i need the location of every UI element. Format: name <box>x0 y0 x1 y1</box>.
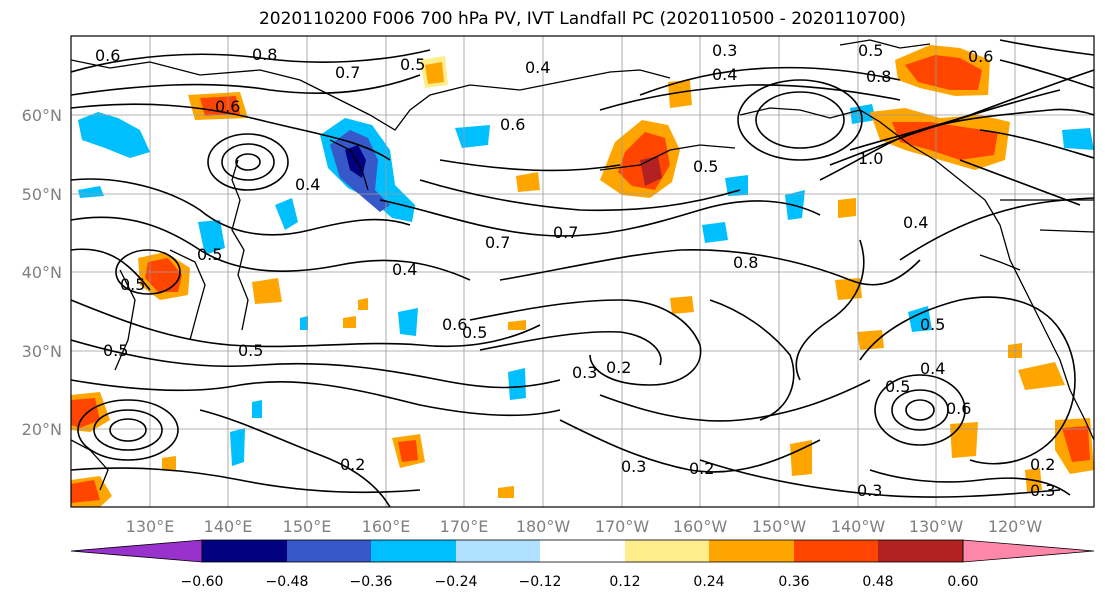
contour-label: 0.4 <box>712 65 737 84</box>
map-title: 2020110200 F006 700 hPa PV, IVT Landfall… <box>258 9 906 29</box>
contour-label: 0.3 <box>857 481 882 500</box>
contour-label: 0.5 <box>197 245 222 264</box>
contour-label: 0.2 <box>606 358 631 377</box>
colorbar-segment <box>540 540 625 562</box>
contour-label: 0.5 <box>885 377 910 396</box>
latitude-ticks: 60°N 50°N 40°N 30°N 20°N <box>22 106 62 439</box>
colorbar-segment <box>794 540 878 562</box>
contour-label: 0.5 <box>462 323 487 342</box>
contour-label: 0.4 <box>525 58 550 77</box>
colorbar-label: 0.24 <box>693 574 724 590</box>
lon-tick-label: 120°W <box>988 517 1043 536</box>
contour-label: 0.6 <box>946 399 971 418</box>
colorbar-frame <box>201 539 964 563</box>
negative-anomaly-shading <box>78 104 1094 466</box>
colorbar-segment <box>287 540 371 562</box>
contour-label: 0.4 <box>920 359 945 378</box>
lat-tick-label: 60°N <box>22 106 62 125</box>
colorbar-label: 0.12 <box>609 574 640 590</box>
colorbar-extend-low <box>70 539 203 563</box>
contour-label: 0.4 <box>903 213 928 232</box>
lon-tick-label: 160°E <box>362 517 411 536</box>
contour-label: 0.6 <box>968 47 993 66</box>
colorbar-label: −0.12 <box>519 574 562 590</box>
contour-label: 0.3 <box>572 363 597 382</box>
contour-label: 0.3 <box>1030 481 1055 500</box>
coastlines <box>71 39 1094 491</box>
colorbar-label: −0.60 <box>181 574 224 590</box>
colorbar-segment <box>202 540 287 562</box>
contour-label: 0.6 <box>215 97 240 116</box>
contour-label: 0.5 <box>238 341 263 360</box>
colorbar-segment <box>456 540 540 562</box>
lat-tick-label: 30°N <box>22 342 62 361</box>
contour-label: 0.5 <box>858 41 883 60</box>
lon-tick-label: 170°W <box>595 517 650 536</box>
contour-label: 0.5 <box>920 315 945 334</box>
contour-label: 0.5 <box>693 157 718 176</box>
lon-tick-label: 140°W <box>831 517 886 536</box>
colorbar-label: −0.24 <box>435 574 478 590</box>
colorbar-label: 0.60 <box>947 574 978 590</box>
contour-label: 0.6 <box>95 46 120 65</box>
colorbar-label: −0.48 <box>266 574 309 590</box>
contour-label: 0.6 <box>442 315 467 334</box>
contour-label: 0.8 <box>252 45 277 64</box>
longitude-ticks: 130°E 140°E 150°E 160°E 170°E 180°W 170°… <box>126 517 1043 536</box>
pv-contours <box>71 39 1094 507</box>
colorbar-extend-high <box>962 539 1095 563</box>
contour-label: 0.2 <box>1030 455 1055 474</box>
contour-label: 0.3 <box>712 41 737 60</box>
lon-tick-label: 140°E <box>204 517 253 536</box>
map-frame <box>70 35 1095 508</box>
colorbar-segment <box>878 540 963 562</box>
contour-label: 0.7 <box>485 233 510 252</box>
contour-label: 0.2 <box>689 459 714 478</box>
lon-tick-label: 130°W <box>909 517 964 536</box>
colorbar-segment <box>371 540 456 562</box>
contour-label: 1.0 <box>858 149 883 168</box>
lat-tick-label: 50°N <box>22 185 62 204</box>
contour-label: 0.6 <box>500 115 525 134</box>
contour-label: 0.5 <box>103 341 128 360</box>
colorbar-labels: −0.60 −0.48 −0.36 −0.24 −0.12 0.12 0.24 … <box>181 574 979 590</box>
contour-label: 0.7 <box>553 223 578 242</box>
contour-label: 0.5 <box>400 55 425 74</box>
lon-tick-label: 160°W <box>673 517 728 536</box>
lon-tick-label: 130°E <box>126 517 175 536</box>
contour-label: 0.4 <box>392 260 417 279</box>
colorbar: −0.60 −0.48 −0.36 −0.24 −0.12 0.12 0.24 … <box>70 539 1095 590</box>
contour-labels: 0.6 0.8 0.7 0.5 0.4 0.3 0.5 0.6 0.4 0.6 … <box>95 41 1055 500</box>
contour-label: 0.2 <box>340 455 365 474</box>
contour-label: 0.5 <box>120 275 145 294</box>
lat-tick-label: 20°N <box>22 420 62 439</box>
lon-tick-label: 150°W <box>752 517 807 536</box>
lon-tick-label: 180°W <box>516 517 571 536</box>
colorbar-segment <box>709 540 794 562</box>
lat-tick-label: 40°N <box>22 263 62 282</box>
colorbar-label: 0.48 <box>862 574 893 590</box>
contour-label: 0.4 <box>295 175 320 194</box>
contour-label: 0.7 <box>335 63 360 82</box>
colorbar-label: 0.36 <box>778 574 809 590</box>
contour-label: 0.8 <box>733 253 758 272</box>
map-panel: 0.6 0.8 0.7 0.5 0.4 0.3 0.5 0.6 0.4 0.6 … <box>70 35 1095 508</box>
lon-tick-label: 170°E <box>440 517 489 536</box>
contour-label: 0.8 <box>866 67 891 86</box>
colorbar-label: −0.36 <box>350 574 393 590</box>
lon-tick-label: 150°E <box>283 517 332 536</box>
contour-label: 0.3 <box>621 457 646 476</box>
colorbar-segment <box>625 540 709 562</box>
